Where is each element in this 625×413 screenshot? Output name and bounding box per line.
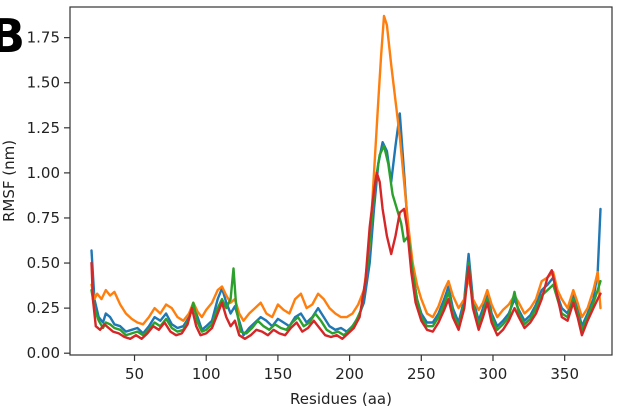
y-tick-label: 0.25 <box>27 299 60 317</box>
x-tick-label: 300 <box>479 365 508 383</box>
x-tick-label: 100 <box>192 365 221 383</box>
panel-letter: B <box>0 9 25 63</box>
y-tick-label: 0.50 <box>27 254 60 272</box>
x-axis-ticks: 50 100 150 200 250 300 350 <box>125 355 579 383</box>
y-tick-label: 0.00 <box>27 344 60 362</box>
x-tick-label: 200 <box>335 365 364 383</box>
x-axis-label: Residues (aa) <box>290 390 392 408</box>
series-line-1 <box>90 112 602 337</box>
x-tick-label: 50 <box>125 365 144 383</box>
x-tick-label: 250 <box>407 365 436 383</box>
y-tick-label: 1.75 <box>27 29 60 47</box>
y-axis-ticks: 0.00 0.25 0.50 0.75 1.00 1.25 1.50 1.75 <box>27 29 70 362</box>
plot-frame <box>69 6 613 356</box>
x-tick-label: 350 <box>550 365 579 383</box>
y-tick-label: 1.50 <box>27 74 60 92</box>
y-tick-label: 1.25 <box>27 119 60 137</box>
series-layer <box>90 14 602 340</box>
y-axis-label: RMSF (nm) <box>0 140 18 222</box>
y-tick-label: 1.00 <box>27 164 60 182</box>
series-line-2 <box>90 14 602 326</box>
y-tick-label: 0.75 <box>27 209 60 227</box>
series-line-3 <box>90 144 602 337</box>
series-line-4 <box>90 171 602 340</box>
x-tick-label: 150 <box>264 365 293 383</box>
